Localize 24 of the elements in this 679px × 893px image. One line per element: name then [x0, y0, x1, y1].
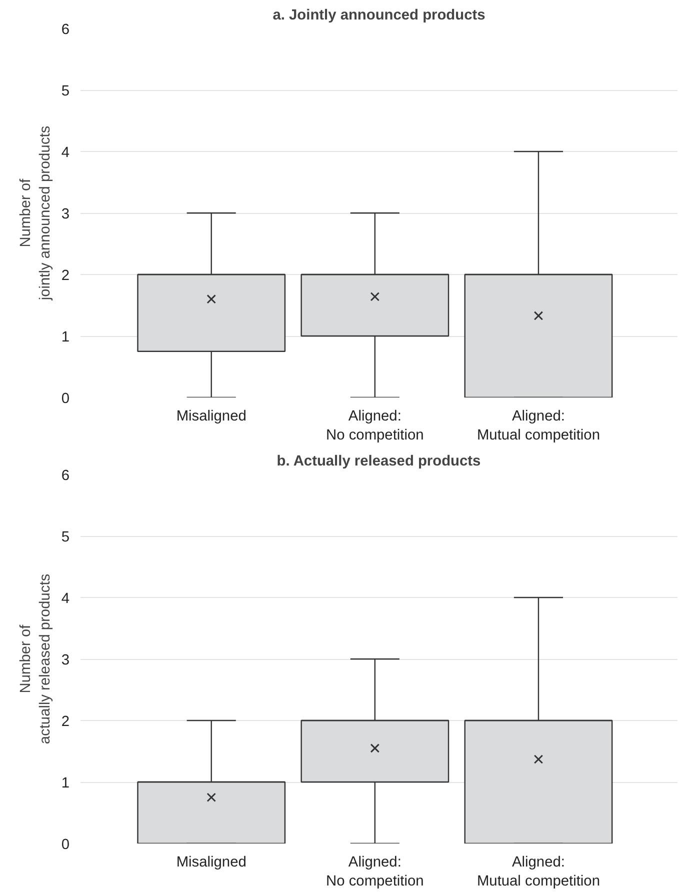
y-tick-label: 3	[61, 652, 70, 668]
y-tick-label: 4	[61, 591, 70, 607]
y-tick-label: 5	[61, 84, 70, 100]
x-tick-label: Aligned: No competition	[326, 854, 424, 890]
chart-title: b. Actually released products	[276, 454, 481, 470]
x-tick-label: Aligned: No competition	[326, 408, 424, 444]
y-tick-label: 6	[61, 22, 70, 38]
y-tick-label: 2	[61, 714, 70, 730]
x-tick-label: Misaligned	[176, 854, 246, 870]
y-axis-title: Number of jointly announced products	[18, 126, 54, 302]
y-tick-label: 0	[61, 837, 70, 853]
y-tick-label: 1	[61, 330, 70, 346]
y-tick-label: 6	[61, 468, 70, 484]
y-tick-label: 2	[61, 268, 70, 284]
y-tick-label: 5	[61, 530, 70, 546]
y-axis-title: Number of actually released products	[18, 574, 54, 744]
y-tick-label: 1	[61, 776, 70, 792]
y-tick-label: 0	[61, 391, 70, 407]
y-tick-label: 3	[61, 206, 70, 222]
x-tick-label: Misaligned	[176, 408, 246, 424]
y-tick-label: 4	[61, 145, 70, 161]
chart-title: a. Jointly announced products	[272, 8, 486, 24]
x-tick-label: Aligned: Mutual competition	[476, 854, 600, 890]
x-tick-label: Aligned: Mutual competition	[476, 408, 600, 444]
